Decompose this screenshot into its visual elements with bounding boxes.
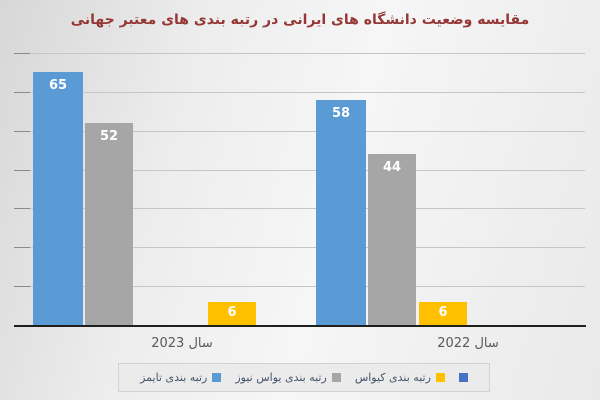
legend-swatch-icon	[212, 373, 222, 382]
bar-value-label: 65	[48, 78, 68, 94]
bar-value-label: 44	[382, 160, 402, 176]
bar-usnews-1	[368, 154, 416, 325]
bar-value-label: 58	[331, 105, 351, 121]
legend-entry-1: رتبه بندی یواس نیوز	[235, 371, 341, 384]
gridline	[30, 247, 585, 249]
bar-qs-0	[208, 301, 256, 325]
y-axis-tick	[14, 286, 30, 288]
bar-usnews-0	[85, 122, 133, 325]
gridline	[30, 91, 585, 93]
y-axis-tick	[14, 169, 30, 171]
bar-times-1	[316, 99, 366, 325]
legend-swatch-icon	[435, 373, 445, 382]
legend-label: رتبه بندی کیواس	[354, 371, 431, 384]
bar-value-label: 6	[227, 305, 237, 321]
y-axis-tick	[14, 208, 30, 210]
legend-label: رتبه بندی یواس نیوز	[235, 371, 327, 384]
gridline	[30, 208, 585, 210]
y-axis-tick	[14, 130, 30, 132]
gridline	[30, 130, 585, 132]
gridline	[30, 286, 585, 288]
category-label: سال 2022	[437, 336, 499, 351]
gridline	[30, 53, 585, 54]
legend-entry-2: رتبه بندی کیواس	[355, 371, 445, 384]
chart-legend: رتبه بندی تایمز رتبه بندی یواس نیوز رتبه ب…	[118, 363, 490, 392]
legend-label: رتبه بندی تایمز	[140, 371, 208, 384]
bar-qs-1	[419, 301, 467, 325]
bar-value-label: 6	[438, 305, 448, 321]
legend-swatch-icon	[458, 373, 468, 382]
chart-title: مقایسه وضعیت دانشگاه های ایرانی در رتبه …	[70, 12, 530, 28]
legend-swatch-icon	[331, 373, 341, 382]
category-label: سال 2023	[151, 336, 213, 351]
gridline	[30, 169, 585, 171]
y-axis-tick	[14, 247, 30, 249]
legend-entry-0: رتبه بندی تایمز	[140, 371, 222, 384]
y-axis-tick	[14, 91, 30, 93]
bar-value-label: 52	[99, 128, 119, 144]
legend-entry-3	[458, 373, 468, 382]
y-axis-tick	[14, 53, 30, 54]
bar-times-0	[33, 72, 83, 325]
x-axis-line	[14, 325, 586, 327]
